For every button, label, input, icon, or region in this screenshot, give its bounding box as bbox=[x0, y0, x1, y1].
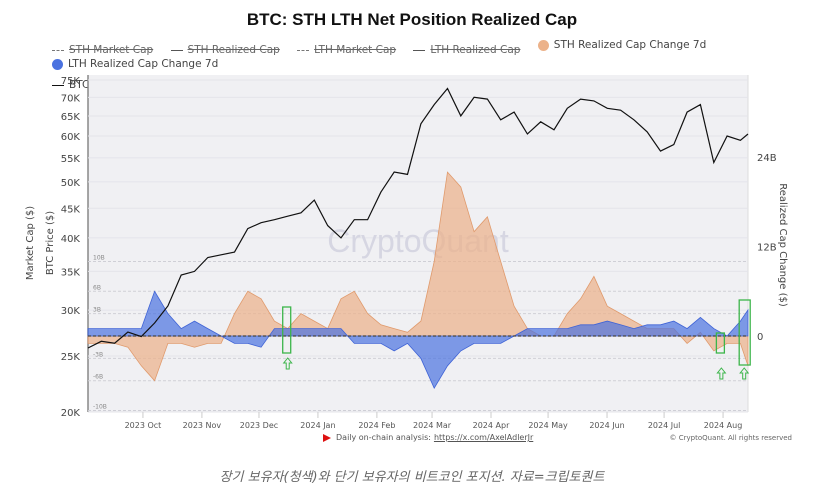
inner-y-tick-label: -3B bbox=[93, 351, 103, 358]
x-tick-label: 2023 Oct bbox=[125, 421, 162, 430]
y-tick-label: 55K bbox=[61, 154, 81, 165]
y-axis-label-market-cap: Market Cap ($) bbox=[25, 206, 36, 280]
inner-y-tick-label: 6B bbox=[93, 284, 101, 291]
arrow-up-icon bbox=[716, 367, 727, 380]
highlight-box bbox=[282, 306, 292, 354]
y-tick-label: 30K bbox=[61, 306, 81, 317]
x-tick-label: 2023 Dec bbox=[240, 421, 278, 430]
right-y-tick-label: 0 bbox=[757, 332, 763, 343]
source-prefix: Daily on-chain analysis: bbox=[336, 433, 431, 442]
dash-dot-line-icon bbox=[52, 49, 64, 51]
x-tick-label: 2024 May bbox=[528, 421, 568, 430]
x-tick-label: 2024 Feb bbox=[358, 421, 395, 430]
y-tick-label: 20K bbox=[61, 408, 81, 419]
figure-caption: 장기 보유자(청색)와 단기 보유자의 비트코인 포지션. 자료=크립토퀀트 bbox=[219, 470, 605, 485]
arrow-up-icon bbox=[282, 357, 293, 370]
legend-item-sth-market-cap[interactable]: STH Market Cap bbox=[52, 43, 153, 57]
y-tick-label: 70K bbox=[61, 93, 81, 104]
btc-price-line bbox=[87, 87, 749, 349]
legend-item-lth-realized-cap-change[interactable]: LTH Realized Cap Change 7d bbox=[52, 57, 218, 71]
chart-svg: CryptoQuant 20K25K30K35K40K45K50K55K60K6… bbox=[25, 75, 788, 430]
copyright: © CryptoQuant. All rights reserved bbox=[669, 434, 792, 442]
legend: STH Market Cap STH Realized Cap LTH Mark… bbox=[52, 38, 812, 92]
highlight-box bbox=[715, 332, 726, 354]
circle-icon bbox=[52, 58, 63, 70]
y-tick-label: 35K bbox=[61, 267, 81, 278]
x-tick-label: 2024 Mar bbox=[413, 421, 452, 430]
x-tick-label: 2023 Nov bbox=[183, 421, 222, 430]
y-tick-label: 65K bbox=[61, 112, 81, 123]
y-tick-label: 50K bbox=[61, 178, 81, 189]
inner-y-tick-label: 3B bbox=[93, 307, 101, 314]
right-y-tick-label: 24B bbox=[757, 153, 777, 164]
x-tick-label: 2024 Aug bbox=[704, 421, 743, 430]
y-axis-label-realized-cap-change: Realized Cap Change ($) bbox=[777, 183, 788, 307]
dashed-line-icon bbox=[297, 49, 310, 51]
circle-icon bbox=[537, 39, 549, 51]
source-link[interactable]: https://x.com/AxelAdlerJr bbox=[433, 433, 534, 442]
inner-y-tick-label: -6B bbox=[93, 374, 103, 381]
y-tick-label: 25K bbox=[61, 352, 81, 363]
x-tick-label: 2024 Apr bbox=[473, 421, 510, 430]
y-tick-label: 40K bbox=[61, 234, 81, 245]
solid-line-icon bbox=[413, 49, 426, 51]
source-attribution: Daily on-chain analysis: https://x.com/A… bbox=[323, 433, 533, 442]
x-tick-label: 2024 Jul bbox=[648, 421, 681, 430]
legend-item-lth-realized-cap[interactable]: LTH Realized Cap bbox=[413, 43, 520, 57]
y-tick-label: 45K bbox=[61, 204, 81, 215]
right-y-tick-label: 12B bbox=[757, 243, 777, 254]
lth-realized-cap-change-area bbox=[87, 290, 749, 389]
legend-item-lth-market-cap[interactable]: LTH Market Cap bbox=[297, 43, 396, 57]
chart-title: BTC: STH LTH Net Position Realized Cap bbox=[246, 10, 578, 29]
inner-y-tick-label: 10B bbox=[93, 255, 105, 262]
y-tick-label: 75K bbox=[61, 76, 81, 87]
arrow-up-icon bbox=[739, 367, 750, 380]
flag-icon bbox=[323, 433, 331, 442]
y-tick-label: 60K bbox=[61, 132, 81, 143]
highlight-box bbox=[738, 299, 751, 366]
y-axis-label-btc-price: BTC Price ($) bbox=[45, 211, 56, 275]
legend-item-sth-realized-cap-change[interactable]: STH Realized Cap Change 7d bbox=[537, 38, 706, 52]
x-tick-label: 2024 Jan bbox=[300, 421, 335, 430]
inner-y-tick-label: -10B bbox=[93, 404, 107, 411]
x-tick-label: 2024 Jun bbox=[589, 421, 624, 430]
solid-line-icon bbox=[52, 84, 64, 86]
solid-line-icon bbox=[170, 49, 183, 51]
legend-item-sth-realized-cap[interactable]: STH Realized Cap bbox=[170, 43, 280, 57]
